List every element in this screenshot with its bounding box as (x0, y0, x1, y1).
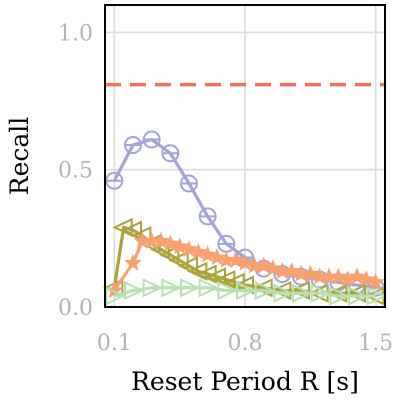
data-point (254, 280, 276, 301)
data-point (236, 253, 254, 271)
data-point (236, 280, 257, 301)
y-tick-labels: 0.0 0.5 1.0 (58, 21, 93, 321)
data-point (357, 270, 376, 288)
data-point (329, 286, 350, 306)
data-point (348, 267, 366, 285)
data-point (226, 250, 245, 268)
data-point (124, 253, 142, 271)
data-point (301, 264, 320, 282)
y-tick-label: 0.5 (58, 159, 93, 184)
data-point (180, 278, 201, 298)
y-tick-label: 1.0 (58, 21, 93, 46)
data-point (217, 280, 238, 301)
series-layer (102, 130, 388, 306)
data-point (198, 245, 217, 263)
series-triangle-right (105, 278, 388, 306)
data-point (208, 248, 226, 266)
data-point (198, 278, 220, 298)
data-point (366, 272, 385, 290)
data-point (264, 259, 282, 277)
data-point (177, 256, 198, 276)
series-line (113, 286, 376, 298)
data-point (273, 283, 294, 303)
data-point (180, 240, 198, 257)
x-tick-label: 1.5 (358, 331, 393, 356)
data-point (121, 220, 142, 240)
data-point (124, 280, 145, 301)
data-point (292, 283, 313, 303)
data-point (142, 278, 164, 298)
data-point (366, 286, 388, 306)
data-point (105, 286, 126, 306)
y-axis-label: Recall (5, 117, 34, 196)
data-point (168, 250, 189, 270)
data-point (189, 242, 208, 260)
data-point (310, 283, 332, 303)
data-point (170, 237, 189, 255)
y-tick-label: 0.0 (58, 296, 93, 321)
x-tick-label: 0.1 (97, 331, 132, 356)
x-tick-label: 0.8 (228, 331, 263, 356)
data-point (158, 245, 180, 265)
series-star (105, 231, 385, 299)
data-point (161, 278, 182, 298)
data-point (329, 267, 348, 285)
data-point (161, 234, 180, 252)
plot-frame (104, 4, 386, 308)
data-point (282, 261, 301, 279)
data-point (254, 256, 273, 274)
data-point (152, 231, 170, 249)
x-axis-label: Reset Period R [s] (131, 367, 359, 396)
x-tick-labels: 0.1 0.8 1.5 (97, 331, 393, 356)
data-point (348, 286, 369, 306)
data-point (105, 281, 124, 299)
